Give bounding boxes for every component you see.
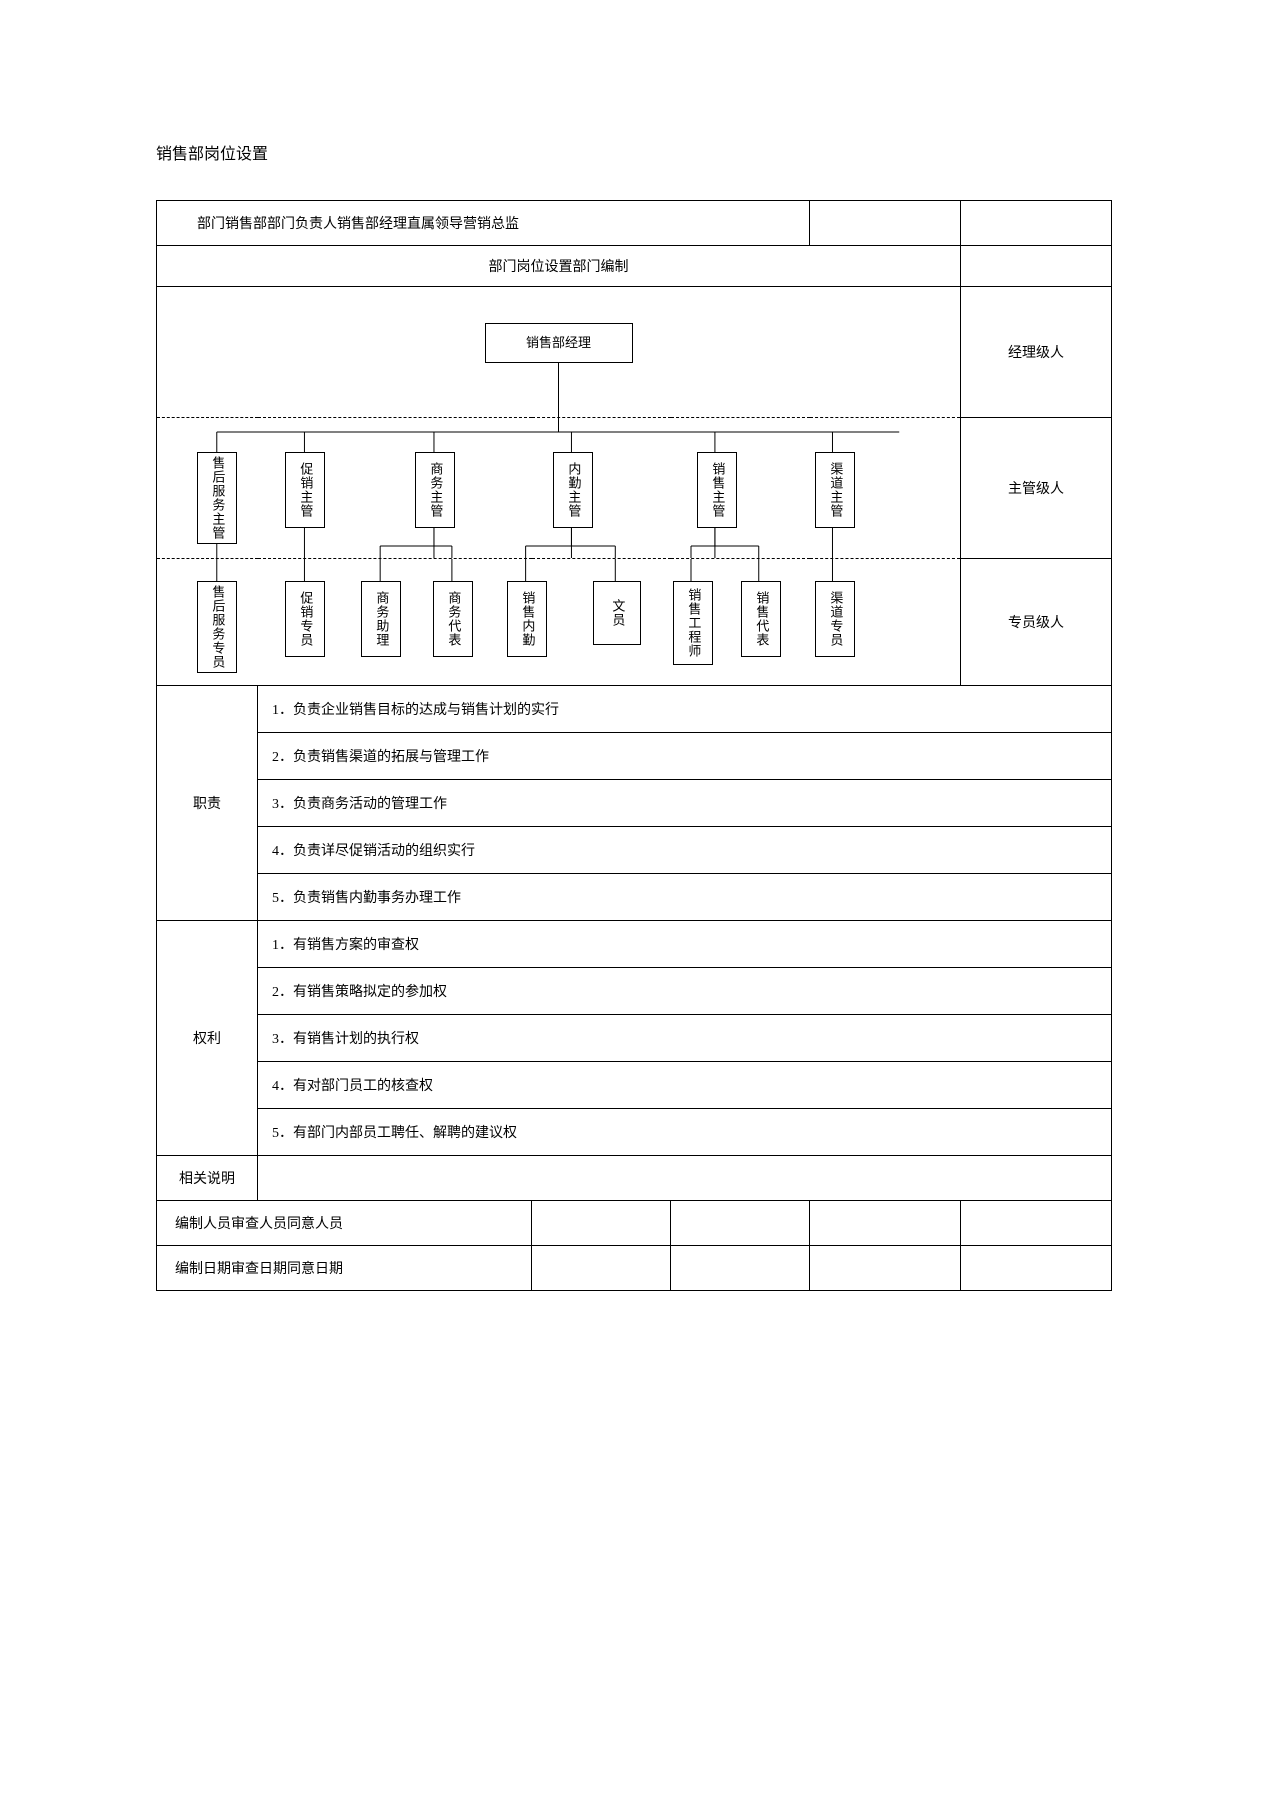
sign-row-date: 编制日期审查日期同意日期 [157, 1246, 1112, 1291]
rights-item-3: 3．有销售计划的执行权 [258, 1015, 1112, 1062]
side-label-supervisor: 主管级人 [961, 418, 1112, 559]
notes-row: 相关说明 [157, 1156, 1112, 1201]
resp-item-2: 2．负责销售渠道的拓展与管理工作 [258, 733, 1112, 780]
org-node-manager: 销售部经理 [485, 323, 633, 363]
org-node-supervisor-3: 内勤主管 [553, 452, 593, 528]
sign-people-b2 [671, 1201, 810, 1246]
header-empty-2 [961, 201, 1112, 246]
sign-people-b3 [810, 1201, 961, 1246]
side-label-specialist: 专员级人 [961, 559, 1112, 686]
rights-item-2: 2．有销售策略拟定的参加权 [258, 968, 1112, 1015]
sign-people-label: 编制人员审查人员同意人员 [157, 1201, 532, 1246]
sign-date-b1 [532, 1246, 671, 1291]
org-node-specialist-4: 销售内勤 [507, 581, 547, 657]
rights-row-1: 权利 1．有销售方案的审查权 [157, 921, 1112, 968]
side-label-manager: 经理级人 [961, 287, 1112, 418]
org-supervisor-cell: 售后服务主管 促销主管 商务主管 内勤主管 销售主管 渠道主管 [157, 418, 961, 559]
resp-row-1: 职责 1．负责企业销售目标的达成与销售计划的实行 [157, 686, 1112, 733]
main-table: 部门销售部部门负责人销售部经理直属领导营销总监 部门岗位设置部门编制 销售部经理… [156, 200, 1112, 1291]
header-row-2-cell: 部门岗位设置部门编制 [157, 246, 961, 287]
sign-date-b2 [671, 1246, 810, 1291]
resp-row-3: 3．负责商务活动的管理工作 [157, 780, 1112, 827]
header-row-1-cell: 部门销售部部门负责人销售部经理直属领导营销总监 [157, 201, 810, 246]
org-node-specialist-1: 促销专员 [285, 581, 325, 657]
resp-label: 职责 [157, 686, 258, 921]
notes-label: 相关说明 [157, 1156, 258, 1201]
resp-item-5: 5．负责销售内勤事务办理工作 [258, 874, 1112, 921]
sign-row-people: 编制人员审查人员同意人员 [157, 1201, 1112, 1246]
document-title: 销售部岗位设置 [156, 140, 1134, 164]
org-node-specialist-0: 售后服务专员 [197, 581, 237, 673]
org-stage-manager: 销售部经理 [157, 287, 960, 417]
org-node-supervisor-2: 商务主管 [415, 452, 455, 528]
rights-row-2: 2．有销售策略拟定的参加权 [157, 968, 1112, 1015]
rights-item-1: 1．有销售方案的审查权 [258, 921, 1112, 968]
resp-row-5: 5．负责销售内勤事务办理工作 [157, 874, 1112, 921]
org-node-specialist-5: 文员 [593, 581, 641, 645]
rights-item-4: 4．有对部门员工的核查权 [258, 1062, 1112, 1109]
sign-people-b1 [532, 1201, 671, 1246]
rights-item-5: 5．有部门内部员工聘任、解聘的建议权 [258, 1109, 1112, 1156]
page: 销售部岗位设置 部门销售部部门负责人销售部经理直属领导营销总监 部门岗位设置部门… [0, 0, 1274, 1804]
rights-row-3: 3．有销售计划的执行权 [157, 1015, 1112, 1062]
sign-date-b4 [961, 1246, 1112, 1291]
resp-item-1: 1．负责企业销售目标的达成与销售计划的实行 [258, 686, 1112, 733]
resp-item-3: 3．负责商务活动的管理工作 [258, 780, 1112, 827]
header-row-1: 部门销售部部门负责人销售部经理直属领导营销总监 [157, 201, 1112, 246]
resp-row-4: 4．负责详尽促销活动的组织实行 [157, 827, 1112, 874]
resp-row-2: 2．负责销售渠道的拓展与管理工作 [157, 733, 1112, 780]
sign-date-b3 [810, 1246, 961, 1291]
rights-row-4: 4．有对部门员工的核查权 [157, 1062, 1112, 1109]
header-row-2: 部门岗位设置部门编制 [157, 246, 1112, 287]
org-node-supervisor-1: 促销主管 [285, 452, 325, 528]
resp-item-4: 4．负责详尽促销活动的组织实行 [258, 827, 1112, 874]
org-node-supervisor-4: 销售主管 [697, 452, 737, 528]
org-node-specialist-3: 商务代表 [433, 581, 473, 657]
org-node-supervisor-0: 售后服务主管 [197, 452, 237, 544]
org-row-manager: 销售部经理 经理级人 [157, 287, 1112, 418]
org-manager-cell: 销售部经理 [157, 287, 961, 418]
org-node-specialist-7: 销售代表 [741, 581, 781, 657]
org-node-specialist-8: 渠道专员 [815, 581, 855, 657]
org-row-supervisor: 售后服务主管 促销主管 商务主管 内勤主管 销售主管 渠道主管 主管级人 [157, 418, 1112, 559]
org-node-specialist-6: 销售工程师 [673, 581, 713, 665]
rights-row-5: 5．有部门内部员工聘任、解聘的建议权 [157, 1109, 1112, 1156]
sign-date-label: 编制日期审查日期同意日期 [157, 1246, 532, 1291]
header-row-2-empty [961, 246, 1112, 287]
org-node-supervisor-5: 渠道主管 [815, 452, 855, 528]
org-specialist-cell: 售后服务专员 促销专员 商务助理 商务代表 销售内勤 文员 销售工程师 销售代表… [157, 559, 961, 686]
rights-label: 权利 [157, 921, 258, 1156]
sign-people-b4 [961, 1201, 1112, 1246]
notes-content [258, 1156, 1112, 1201]
org-row-specialist: 售后服务专员 促销专员 商务助理 商务代表 销售内勤 文员 销售工程师 销售代表… [157, 559, 1112, 686]
org-stage-specialist: 售后服务专员 促销专员 商务助理 商务代表 销售内勤 文员 销售工程师 销售代表… [157, 559, 960, 685]
org-node-specialist-2: 商务助理 [361, 581, 401, 657]
header-empty-1 [810, 201, 961, 246]
org-stage-supervisor: 售后服务主管 促销主管 商务主管 内勤主管 销售主管 渠道主管 [157, 418, 960, 558]
